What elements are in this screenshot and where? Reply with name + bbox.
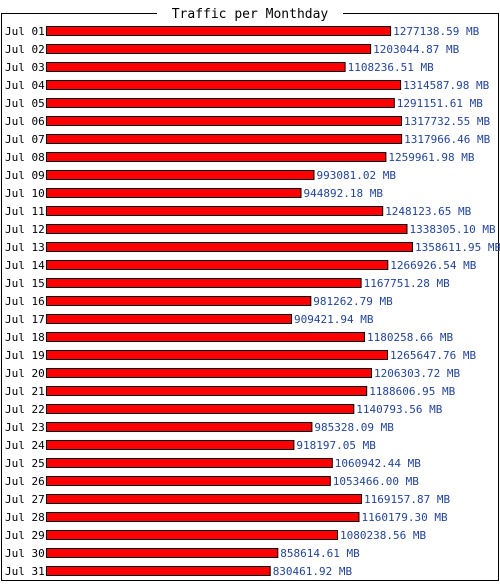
value-label: 1060942.44 MB	[335, 457, 421, 470]
bar	[46, 224, 408, 234]
category-label: Jul 27	[5, 493, 45, 506]
bar	[46, 62, 346, 72]
bar	[46, 512, 360, 522]
bar	[46, 314, 292, 324]
value-label: 918197.05 MB	[296, 439, 376, 452]
value-label: 1203044.87 MB	[373, 43, 459, 56]
value-label: 1265647.76 MB	[390, 349, 476, 362]
value-label: 1266926.54 MB	[390, 259, 476, 272]
category-label: Jul 15	[5, 277, 45, 290]
bar	[46, 440, 295, 450]
value-label: 909421.94 MB	[294, 313, 374, 326]
bar	[46, 134, 403, 144]
chart-title-background	[157, 6, 343, 21]
category-label: Jul 11	[5, 205, 45, 218]
category-label: Jul 17	[5, 313, 45, 326]
category-label: Jul 26	[5, 475, 45, 488]
category-label: Jul 05	[5, 97, 45, 110]
category-label: Jul 02	[5, 43, 45, 56]
category-label: Jul 19	[5, 349, 45, 362]
bars-group: Jul 01 1277138.59 MB Jul 02 1203044.87 MB Ju…	[5, 25, 500, 578]
value-label: 993081.02 MB	[317, 169, 397, 182]
bar	[46, 44, 372, 54]
category-label: Jul 06	[5, 115, 45, 128]
category-label: Jul 16	[5, 295, 45, 308]
bar	[46, 476, 331, 486]
category-label: Jul 10	[5, 187, 45, 200]
bar	[46, 242, 413, 252]
value-label: 1180258.66 MB	[367, 331, 453, 344]
bar	[46, 152, 387, 162]
category-label: Jul 30	[5, 547, 45, 560]
bar	[46, 278, 362, 288]
value-label: 1358611.95 MB	[415, 241, 500, 254]
bar	[46, 98, 395, 108]
value-label: 858614.61 MB	[280, 547, 360, 560]
category-label: Jul 21	[5, 385, 45, 398]
category-label: Jul 13	[5, 241, 45, 254]
value-label: 1169157.87 MB	[364, 493, 450, 506]
bar	[46, 530, 338, 540]
value-label: 1206303.72 MB	[374, 367, 460, 380]
value-label: 1188606.95 MB	[369, 385, 455, 398]
bar	[46, 116, 402, 126]
value-label: 1317732.55 MB	[404, 115, 490, 128]
category-label: Jul 25	[5, 457, 45, 470]
value-label: 1167751.28 MB	[364, 277, 450, 290]
bar	[46, 422, 313, 432]
category-label: Jul 12	[5, 223, 45, 236]
category-label: Jul 18	[5, 331, 45, 344]
value-label: 1338305.10 MB	[410, 223, 496, 236]
bar	[46, 332, 365, 342]
bar	[46, 548, 279, 558]
value-label: 981262.79 MB	[313, 295, 393, 308]
category-label: Jul 14	[5, 259, 45, 272]
bar	[46, 26, 392, 36]
category-label: Jul 03	[5, 61, 45, 74]
category-label: Jul 04	[5, 79, 45, 92]
category-label: Jul 09	[5, 169, 45, 182]
value-label: 1140793.56 MB	[356, 403, 442, 416]
bar	[46, 350, 388, 360]
value-label: 1317966.46 MB	[404, 133, 490, 146]
value-label: 985328.09 MB	[314, 421, 394, 434]
bar	[46, 206, 384, 216]
category-label: Jul 07	[5, 133, 45, 146]
value-label: 1053466.00 MB	[333, 475, 419, 488]
bar	[46, 404, 355, 414]
bar	[46, 188, 302, 198]
value-label: 1160179.30 MB	[362, 511, 448, 524]
bar	[46, 494, 362, 504]
bar	[46, 566, 271, 576]
chart-title: Traffic per Monthday	[172, 7, 329, 22]
value-label: 1108236.51 MB	[348, 61, 434, 74]
value-label: 1080238.56 MB	[340, 529, 426, 542]
bar	[46, 80, 402, 90]
category-label: Jul 20	[5, 367, 45, 380]
bar	[46, 260, 389, 270]
value-label: 1248123.65 MB	[385, 205, 471, 218]
category-label: Jul 31	[5, 565, 45, 578]
bar	[46, 386, 368, 396]
value-label: 1259961.98 MB	[388, 151, 474, 164]
category-label: Jul 24	[5, 439, 45, 452]
bar	[46, 368, 372, 378]
category-label: Jul 23	[5, 421, 45, 434]
value-label: 1314587.98 MB	[403, 79, 489, 92]
category-label: Jul 28	[5, 511, 45, 524]
category-label: Jul 01	[5, 25, 45, 38]
category-label: Jul 29	[5, 529, 45, 542]
bar	[46, 296, 312, 306]
value-label: 1291151.61 MB	[397, 97, 483, 110]
value-label: 944892.18 MB	[304, 187, 384, 200]
value-label: 830461.92 MB	[273, 565, 353, 578]
category-label: Jul 08	[5, 151, 45, 164]
value-label: 1277138.59 MB	[393, 25, 479, 38]
category-label: Jul 22	[5, 403, 45, 416]
bar	[46, 170, 315, 180]
bar	[46, 458, 333, 468]
